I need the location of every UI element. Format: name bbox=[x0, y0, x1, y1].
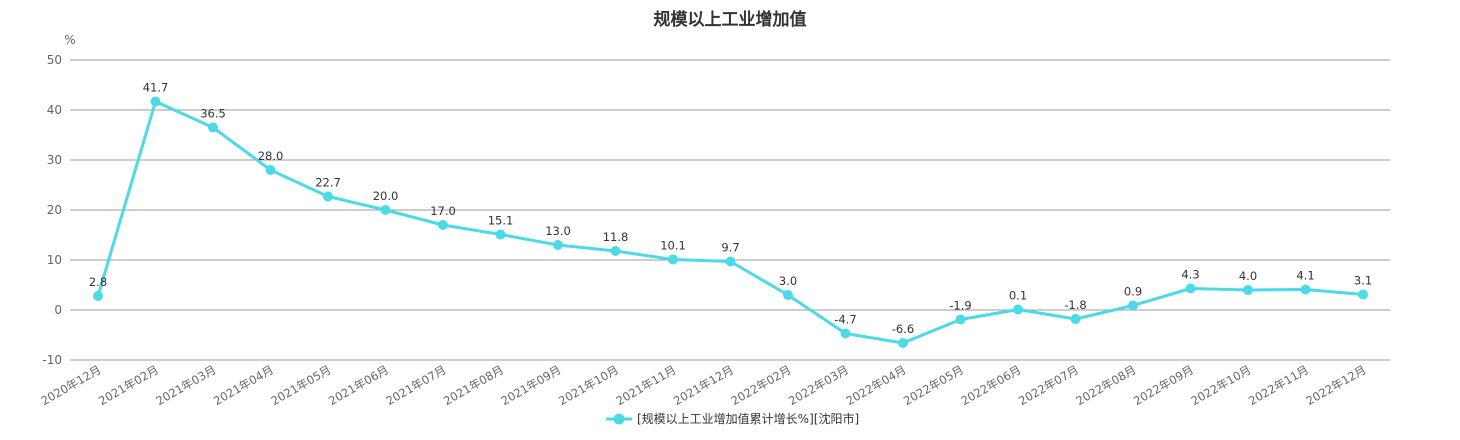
data-label: -1.9 bbox=[949, 299, 971, 313]
data-point[interactable] bbox=[380, 205, 391, 215]
data-label: 2.8 bbox=[89, 275, 107, 289]
data-label: 0.9 bbox=[1124, 285, 1142, 299]
x-tick-label: 2022年03月 bbox=[786, 362, 851, 408]
data-label: 36.5 bbox=[200, 107, 226, 121]
data-label: 20.0 bbox=[373, 189, 399, 203]
x-tick-label: 2022年05月 bbox=[901, 362, 966, 408]
x-tick-label: 2021年02月 bbox=[96, 362, 161, 408]
data-point[interactable] bbox=[783, 290, 793, 300]
data-point[interactable] bbox=[438, 220, 448, 230]
data-label: 41.7 bbox=[143, 81, 169, 95]
legend-marker-icon bbox=[613, 413, 625, 425]
data-label: 3.1 bbox=[1354, 274, 1372, 288]
x-tick-label: 2022年02月 bbox=[729, 362, 794, 408]
x-tick-label: 2021年06月 bbox=[326, 362, 391, 408]
data-point[interactable] bbox=[1070, 314, 1081, 324]
series-line bbox=[96, 100, 1364, 345]
data-label: 0.1 bbox=[1009, 289, 1027, 303]
x-tick-label: 2021年07月 bbox=[384, 362, 449, 408]
x-axis-ticks: 2020年12月2021年02月2021年03月2021年04月2021年05月… bbox=[39, 362, 1369, 408]
data-label: 4.3 bbox=[1181, 268, 1199, 282]
data-point[interactable] bbox=[898, 338, 908, 348]
x-tick-label: 2021年04月 bbox=[211, 362, 276, 408]
x-tick-label: 2022年12月 bbox=[1304, 362, 1369, 408]
data-label: 28.0 bbox=[258, 149, 284, 163]
data-label: -1.8 bbox=[1064, 298, 1086, 312]
data-label: 15.1 bbox=[488, 214, 514, 228]
x-tick-label: 2022年09月 bbox=[1131, 362, 1196, 408]
x-tick-label: 2021年11月 bbox=[614, 362, 679, 408]
data-label: 22.7 bbox=[315, 176, 341, 190]
x-tick-label: 2020年12月 bbox=[39, 362, 104, 408]
data-point[interactable] bbox=[93, 291, 103, 301]
data-points bbox=[93, 96, 1368, 348]
x-tick-label: 2021年10月 bbox=[556, 362, 621, 408]
x-tick-label: 2022年07月 bbox=[1016, 362, 1081, 408]
grid-lines bbox=[70, 59, 1390, 361]
legend-label: [规模以上工业增加值累计增长%][沈阳市] bbox=[637, 411, 859, 426]
legend[interactable]: [规模以上工业增加值累计增长%][沈阳市] bbox=[606, 411, 859, 426]
x-tick-label: 2022年11月 bbox=[1246, 362, 1311, 408]
data-point[interactable] bbox=[1243, 285, 1253, 295]
y-tick-label: -10 bbox=[42, 353, 62, 367]
y-tick-label: 50 bbox=[47, 53, 62, 67]
data-point[interactable] bbox=[1300, 284, 1311, 295]
data-point[interactable] bbox=[553, 240, 563, 250]
data-point[interactable] bbox=[610, 246, 621, 256]
x-tick-label: 2021年05月 bbox=[269, 362, 334, 408]
data-label: 13.0 bbox=[545, 224, 571, 238]
y-axis-ticks: -10 0 10 20 30 40 50 bbox=[42, 53, 62, 367]
x-tick-label: 2021年03月 bbox=[154, 362, 219, 408]
data-label: 10.1 bbox=[660, 239, 686, 253]
data-point[interactable] bbox=[1013, 304, 1023, 315]
data-point[interactable] bbox=[1358, 289, 1368, 300]
data-label: -6.6 bbox=[892, 322, 914, 336]
data-label: 4.0 bbox=[1239, 269, 1257, 283]
x-tick-label: 2022年04月 bbox=[844, 362, 909, 408]
data-point[interactable] bbox=[1128, 300, 1138, 311]
data-labels: 2.8 41.7 36.5 28.0 22.7 20.0 17.0 15.1 13.0 11.8 1… bbox=[89, 81, 1372, 337]
data-point[interactable] bbox=[725, 256, 736, 267]
data-label: 3.0 bbox=[779, 274, 797, 288]
x-tick-label: 2021年09月 bbox=[499, 362, 564, 408]
data-point[interactable] bbox=[495, 229, 506, 240]
data-point[interactable] bbox=[150, 96, 161, 107]
y-tick-label: 20 bbox=[47, 203, 62, 217]
y-axis-unit: % bbox=[64, 33, 75, 47]
data-point[interactable] bbox=[840, 328, 851, 339]
chart-title: 规模以上工业增加值 bbox=[654, 9, 807, 30]
x-tick-label: 2022年06月 bbox=[959, 362, 1024, 408]
x-tick-label: 2021年12月 bbox=[671, 362, 736, 408]
data-point[interactable] bbox=[323, 191, 333, 202]
data-point[interactable] bbox=[1185, 283, 1196, 294]
y-tick-label: 40 bbox=[47, 103, 62, 117]
y-tick-label: 30 bbox=[47, 153, 62, 167]
data-point[interactable] bbox=[265, 165, 276, 175]
data-point[interactable] bbox=[955, 314, 966, 325]
data-label: 9.7 bbox=[721, 241, 739, 255]
data-label: 4.1 bbox=[1296, 269, 1314, 283]
x-tick-label: 2022年08月 bbox=[1074, 362, 1139, 408]
y-tick-label: 10 bbox=[47, 253, 62, 267]
x-tick-label: 2022年10月 bbox=[1189, 362, 1254, 408]
data-label: 11.8 bbox=[603, 230, 629, 244]
data-point[interactable] bbox=[208, 122, 218, 133]
y-tick-label: 0 bbox=[54, 303, 62, 317]
data-label: 17.0 bbox=[430, 204, 456, 218]
x-tick-label: 2021年08月 bbox=[441, 362, 506, 408]
data-label: -4.7 bbox=[834, 313, 856, 327]
data-point[interactable] bbox=[668, 254, 678, 265]
